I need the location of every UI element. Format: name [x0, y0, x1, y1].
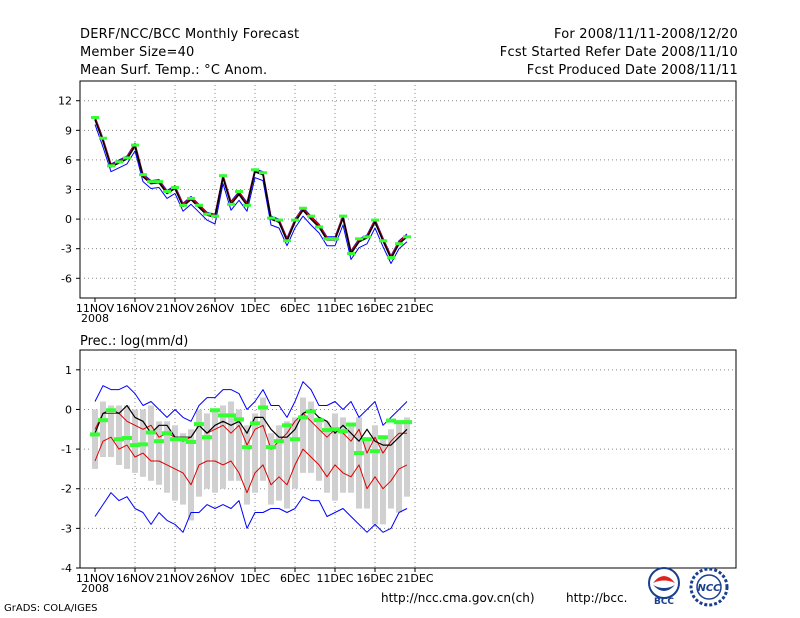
- ncc-logo-text: NCC: [697, 583, 721, 594]
- prec-spread-box: [260, 397, 266, 481]
- temp-ytick-label: 9: [65, 124, 72, 137]
- prec-spread-box: [356, 417, 362, 509]
- prec-spread-box: [204, 413, 210, 489]
- url-ncc[interactable]: http://ncc.cma.gov.cn(ch): [381, 591, 535, 605]
- bcc-logo: BCC: [641, 566, 687, 607]
- temp-year-label: 2008: [81, 312, 109, 325]
- prec-spread-box: [116, 405, 122, 465]
- prec-spread-box: [220, 405, 226, 489]
- prec-q25-line: [94, 436, 408, 494]
- prec-spread-box: [156, 421, 162, 485]
- prec-max-line: [94, 381, 408, 426]
- prec-ytick-label: 1: [65, 364, 72, 377]
- temp-xtick-label: 11NOV: [76, 302, 115, 315]
- prec-spread-box: [188, 429, 194, 521]
- prec-spread-box: [180, 433, 186, 505]
- temp-ytick-label: -6: [61, 272, 72, 285]
- prec-spread-box: [92, 409, 98, 469]
- prec-xtick-label: 16NOV: [116, 572, 155, 585]
- prec-ytick-label: -3: [61, 522, 72, 535]
- temp-lower-line: [94, 124, 408, 264]
- prec-spread-box: [236, 409, 242, 481]
- temp-xtick-label: 16NOV: [116, 302, 155, 315]
- prec-spread-box: [380, 437, 386, 525]
- prec-xtick-label: 6DEC: [280, 572, 310, 585]
- temp-xtick-label: 1DEC: [240, 302, 270, 315]
- prec-xtick-label: 11DEC: [316, 572, 353, 585]
- ncc-logo: NCC: [688, 567, 730, 607]
- prec-spread-box: [396, 421, 402, 513]
- precipitation-chart: 11NOV 16NOV 21NOV 26NOV 1DEC 6DEC 11DEC 16DEC 21…: [61, 349, 737, 595]
- prec-spread-box: [332, 413, 338, 501]
- prec-spread-box: [132, 409, 138, 473]
- temp-xtick-label: 6DEC: [280, 302, 310, 315]
- prec-spread-box: [300, 397, 306, 473]
- prec-ytick-label: -2: [61, 483, 72, 496]
- forecast-start-date: Fcst Started Refer Date 2008/11/10: [499, 45, 738, 60]
- prec-spread-box: [340, 417, 346, 493]
- prec-xtick-label: 26NOV: [196, 572, 235, 585]
- prec-year-label: 2008: [81, 582, 109, 595]
- prec-spread-box: [292, 417, 298, 489]
- forecast-produced-date: Fcst Produced Date 2008/11/11: [526, 63, 738, 78]
- prec-spread-box: [252, 413, 258, 493]
- url-bcc[interactable]: http://bcc.: [566, 591, 628, 605]
- prec-frame: [79, 349, 737, 569]
- prec-xtick-label: 11NOV: [76, 572, 115, 585]
- prec-spread-box: [276, 425, 282, 501]
- precip-axis-label: Prec.: log(mm/d): [80, 334, 188, 349]
- prec-spread-box: [228, 401, 234, 481]
- prec-min-line: [94, 492, 408, 533]
- prec-spread-box: [196, 409, 202, 497]
- bcc-logo-text: BCC: [654, 597, 674, 606]
- temp-ytick-label: -3: [61, 243, 72, 256]
- temp-xtick-label: 26NOV: [196, 302, 235, 315]
- prec-spread-box: [172, 425, 178, 501]
- prec-spread-box: [284, 421, 290, 509]
- variable-label: Mean Surf. Temp.: °C Anom.: [80, 63, 268, 78]
- temp-xtick-label: 16DEC: [356, 302, 393, 315]
- prec-spread-box: [364, 441, 370, 509]
- prec-spread-box: [404, 417, 410, 497]
- prec-spread-box: [148, 405, 154, 481]
- prec-spread-box: [108, 405, 114, 458]
- prec-spread-box: [388, 429, 394, 509]
- prec-ytick-label: -4: [61, 562, 72, 575]
- prec-ytick-label: -1: [61, 443, 72, 456]
- temp-xtick-label: 11DEC: [316, 302, 353, 315]
- prec-spread-box: [308, 401, 314, 473]
- temp-ytick-label: 0: [65, 213, 72, 226]
- prec-spread-box: [372, 425, 378, 525]
- prec-spread-box: [268, 433, 274, 505]
- forecast-period: For 2008/11/11-2008/12/20: [554, 27, 738, 42]
- prec-xtick-label: 21DEC: [396, 572, 433, 585]
- temperature-chart: 11NOV 16NOV 21NOV 26NOV 1DEC 6DEC 11DEC 16DEC 21…: [58, 80, 737, 325]
- temp-ytick-label: 3: [65, 184, 72, 197]
- temp-xtick-label: 21NOV: [156, 302, 195, 315]
- prec-xtick-label: 16DEC: [356, 572, 393, 585]
- prec-spread-box: [244, 425, 250, 505]
- prec-spread-box: [212, 409, 218, 493]
- prec-spread-box: [348, 425, 354, 493]
- grads-credit: GrADS: COLA/IGES: [4, 603, 98, 614]
- prec-spread-box: [164, 421, 170, 493]
- prec-ytick-label: 0: [65, 403, 72, 416]
- prec-spread-box: [100, 401, 106, 458]
- member-size-label: Member Size=40: [80, 45, 195, 60]
- prec-xtick-label: 1DEC: [240, 572, 270, 585]
- temp-xtick-label: 21DEC: [396, 302, 433, 315]
- chart-title: DERF/NCC/BCC Monthly Forecast: [80, 27, 300, 42]
- prec-spread-box: [316, 417, 322, 481]
- prec-xtick-label: 21NOV: [156, 572, 195, 585]
- temp-ytick-label: 6: [65, 154, 72, 167]
- temp-ytick-label: 12: [58, 95, 72, 108]
- prec-spread-box: [324, 421, 330, 493]
